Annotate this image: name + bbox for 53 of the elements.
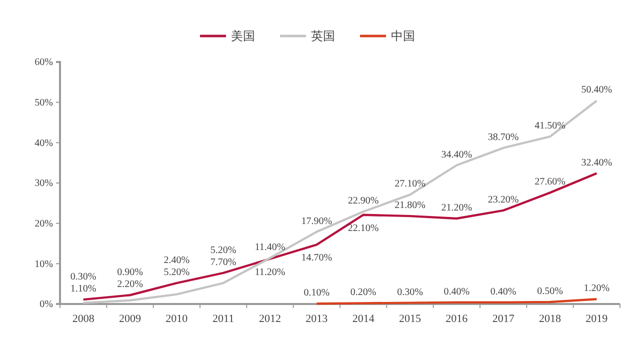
data-label: 1.10% bbox=[70, 284, 96, 295]
x-tick-label: 2017 bbox=[492, 312, 515, 325]
data-label: 0.30% bbox=[70, 272, 96, 283]
data-label: 34.40% bbox=[441, 149, 472, 160]
y-tick-label: 10% bbox=[34, 258, 53, 270]
y-tick-label: 40% bbox=[34, 138, 53, 149]
data-label: 5.20% bbox=[164, 267, 190, 278]
data-label: 11.20% bbox=[254, 266, 286, 278]
data-label: 2.20% bbox=[117, 279, 143, 290]
data-label: 22.90% bbox=[348, 196, 379, 207]
x-tick-label: 2011 bbox=[212, 312, 234, 325]
y-tick-label: 30% bbox=[34, 178, 53, 190]
legend-label: 中国 bbox=[391, 29, 415, 43]
x-tick-label: 2015 bbox=[399, 312, 422, 325]
data-label: 23.20% bbox=[488, 194, 519, 206]
x-tick-label: 2013 bbox=[306, 312, 328, 325]
data-label: 38.70% bbox=[488, 132, 519, 143]
data-label: 21.80% bbox=[394, 200, 426, 212]
y-tick-label: 50% bbox=[34, 98, 53, 109]
data-label: 0.30% bbox=[397, 286, 423, 298]
data-label: 50.40% bbox=[581, 84, 612, 96]
y-tick-label: 20% bbox=[34, 218, 53, 230]
data-label: 7.70% bbox=[210, 256, 236, 268]
data-label: 17.90% bbox=[301, 216, 332, 227]
x-tick-label: 2016 bbox=[446, 312, 468, 325]
data-label: 27.60% bbox=[534, 176, 566, 188]
data-label: 5.20% bbox=[210, 244, 236, 256]
x-tick-label: 2019 bbox=[586, 312, 608, 325]
data-label: 2.40% bbox=[164, 255, 190, 266]
x-tick-label: 2009 bbox=[119, 312, 142, 325]
x-tick-label: 2014 bbox=[352, 312, 375, 325]
data-label: 1.20% bbox=[584, 283, 610, 294]
data-label: 0.90% bbox=[117, 267, 143, 278]
legend-label: 美国 bbox=[231, 29, 255, 43]
data-label: 14.70% bbox=[301, 252, 332, 264]
data-label: 21.20% bbox=[441, 202, 472, 214]
data-label: 0.40% bbox=[444, 286, 470, 298]
legend-label: 英国 bbox=[311, 29, 335, 43]
data-label: 11.40% bbox=[254, 242, 286, 254]
data-label: 0.20% bbox=[350, 287, 376, 298]
x-tick-label: 2018 bbox=[539, 312, 562, 325]
y-tick-label: 60% bbox=[34, 57, 53, 68]
data-label: 41.50% bbox=[534, 120, 566, 132]
y-tick-label: 0% bbox=[40, 299, 53, 310]
x-tick-label: 2008 bbox=[72, 312, 95, 325]
data-label: 27.10% bbox=[394, 178, 426, 190]
data-label: 22.10% bbox=[348, 222, 379, 234]
data-label: 32.40% bbox=[581, 157, 612, 168]
x-tick-label: 2010 bbox=[166, 312, 188, 325]
data-label: 0.10% bbox=[304, 288, 330, 299]
x-tick-label: 2012 bbox=[259, 312, 281, 325]
data-label: 0.50% bbox=[537, 286, 563, 297]
data-label: 0.40% bbox=[490, 286, 516, 298]
